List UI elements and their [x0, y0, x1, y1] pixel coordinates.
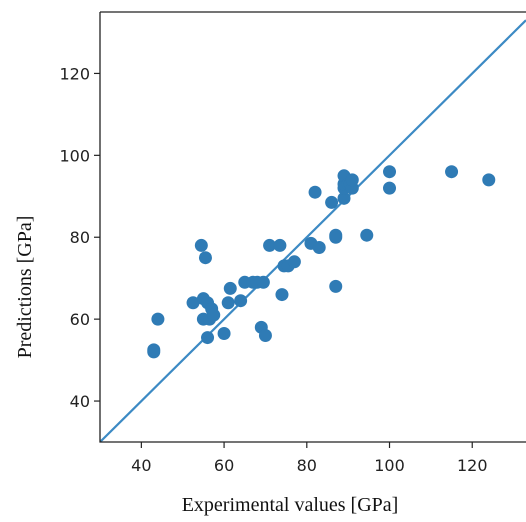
data-point: [383, 165, 397, 179]
data-point: [329, 228, 343, 242]
data-point: [217, 326, 231, 340]
plot-area: [99, 11, 526, 443]
data-point: [151, 312, 165, 326]
y-tick-label: 120: [59, 64, 90, 83]
data-point: [482, 173, 496, 187]
data-point: [207, 308, 221, 322]
y-tick-label: 80: [70, 228, 90, 247]
y-tick-label: 40: [70, 392, 90, 411]
x-tick-label: 120: [457, 456, 488, 475]
data-point: [383, 181, 397, 195]
data-point: [223, 281, 237, 295]
data-point: [198, 251, 212, 265]
data-point: [221, 296, 235, 310]
data-point: [275, 288, 289, 302]
data-point: [258, 329, 272, 343]
data-point: [345, 173, 359, 187]
data-point: [147, 345, 161, 359]
x-tick-label: 80: [297, 456, 317, 475]
data-point: [337, 191, 351, 205]
data-point: [201, 331, 215, 345]
data-points: [147, 165, 496, 359]
reference-line-layer: [100, 19, 526, 442]
data-point: [325, 195, 339, 209]
data-point: [360, 228, 374, 242]
x-tick-label: 40: [131, 456, 151, 475]
data-point: [256, 275, 270, 289]
x-axis-title: Experimental values [GPa]: [182, 494, 399, 516]
data-point: [308, 185, 322, 199]
data-point: [273, 238, 287, 252]
data-point: [445, 165, 459, 179]
y-axis-title: Predictions [GPa]: [14, 216, 36, 359]
data-point: [263, 238, 277, 252]
x-tick-label: 60: [214, 456, 234, 475]
data-point: [194, 238, 208, 252]
data-point: [234, 294, 248, 308]
data-point: [312, 240, 326, 254]
y-axis-ticks: 40 60 80 100 120: [59, 64, 100, 411]
data-point: [329, 279, 343, 293]
x-tick-label: 100: [374, 456, 405, 475]
x-axis-ticks: 40 60 80 100 120: [131, 442, 488, 475]
y-tick-label: 60: [70, 310, 90, 329]
y-tick-label: 100: [59, 146, 90, 165]
identity-line: [100, 19, 526, 442]
data-point: [186, 296, 200, 310]
data-point: [287, 255, 301, 269]
